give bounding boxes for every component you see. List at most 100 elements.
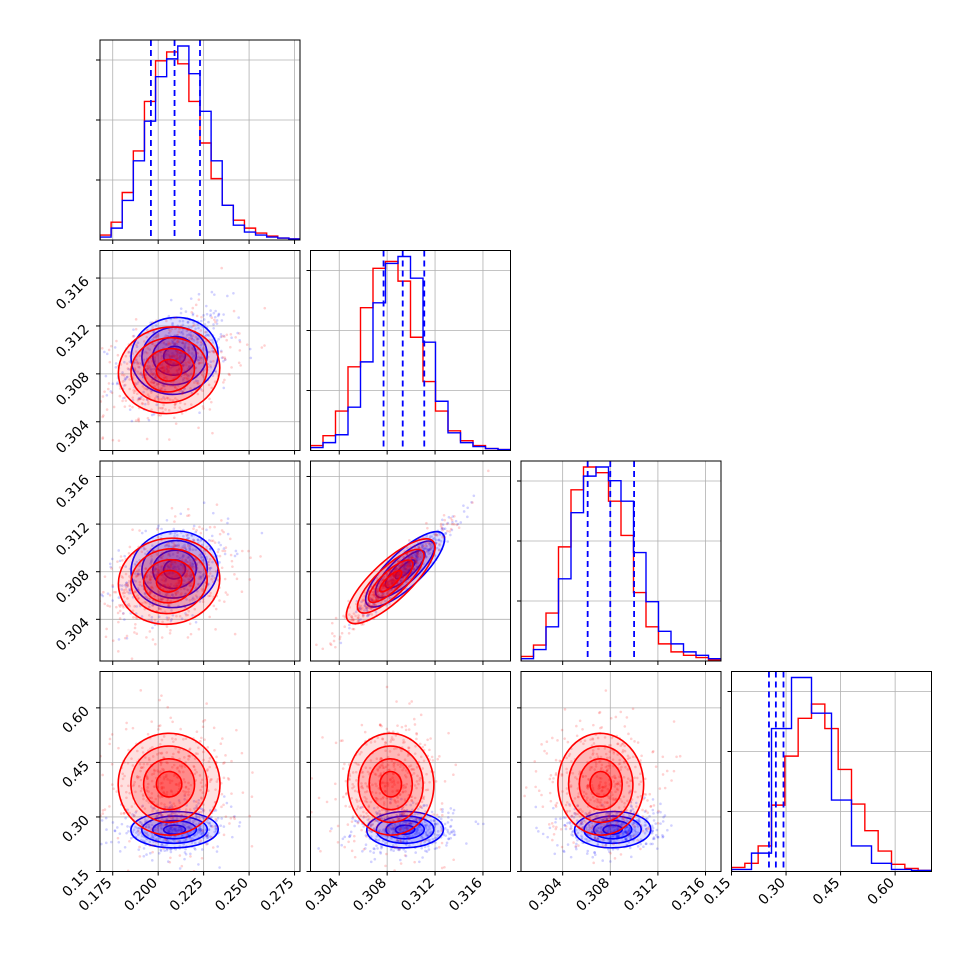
scatter-point [445,844,448,847]
scatter-point [167,830,171,833]
scatter-point [200,556,203,559]
scatter-point [206,842,209,846]
scatter-point [391,819,395,822]
scatter-point [151,373,155,376]
scatter-point [420,846,423,850]
scatter-point [101,594,105,598]
scatter-point [203,330,207,334]
scatter-point [199,575,203,578]
scatter-point [390,847,393,850]
scatter-point [365,604,369,608]
scatter-point [611,835,614,838]
scatter-point [226,517,230,520]
scatter-point [411,554,414,558]
scatter-point [210,290,214,294]
scatter-point [424,849,427,853]
scatter-point [392,763,395,766]
scatter-point [420,546,423,550]
scatter-point [439,522,443,526]
scatter-point [364,847,367,850]
scatter-point [210,815,213,819]
scatter-point [229,553,233,557]
scatter-point [421,767,424,770]
scatter-point [109,390,113,393]
scatter-point [380,763,383,767]
scatter-point [177,828,180,832]
scatter-point [232,291,235,295]
scatter-point [374,603,377,607]
scatter-point [434,780,438,783]
scatter-point [397,818,400,821]
density-fill [395,825,415,835]
scatter-point [153,344,157,348]
scatter-point [414,851,417,854]
scatter-point [201,589,205,593]
scatter-point [182,586,185,590]
scatter-point [356,805,360,808]
scatter-point [359,814,362,818]
density-fill [118,326,220,414]
scatter-point [377,838,380,842]
scatter-point [128,791,131,795]
scatter-point [148,844,152,847]
scatter-point [132,373,136,377]
scatter-point [381,586,385,590]
scatter-point [153,568,157,571]
histogram-step [310,260,511,451]
scatter-point [370,598,374,601]
scatter-point [220,805,223,809]
scatter-point [580,820,584,823]
scatter-point [360,623,363,626]
scatter-point [194,374,197,378]
scatter-point [186,588,190,592]
scatter-point [185,571,188,575]
scatter-point [171,720,174,724]
scatter-point [194,359,197,362]
scatter-point [427,825,431,828]
scatter-point [382,795,385,799]
scatter-point [397,575,400,578]
scatter-point [372,593,375,597]
scatter-point [142,797,145,801]
scatter-point [151,604,155,607]
scatter-point [360,784,364,788]
scatter-point [439,808,443,811]
scatter-point [199,788,202,792]
scatter-point [174,592,178,595]
scatter-point [121,558,124,562]
scatter-point [424,826,428,830]
scatter-point [401,784,405,788]
scatter-point [393,768,397,771]
scatter-point [196,382,200,385]
scatter-point [372,590,376,594]
scatter-point [173,343,176,346]
scatter-point [202,314,205,317]
scatter-point [390,780,393,784]
scatter-point [362,825,366,828]
scatter-point [127,784,130,788]
scatter-point [361,786,365,790]
scatter-point [202,758,205,762]
scatter-point [362,815,366,818]
scatter-point [156,569,160,572]
scatter-point [183,794,187,798]
scatter-point [183,346,186,349]
scatter-point [399,862,403,865]
scatter-point [177,372,180,376]
scatter-point [359,607,362,610]
scatter-point [201,829,205,832]
scatter-point [172,416,176,420]
scatter-point [126,825,129,828]
scatter-point [548,826,552,830]
scatter-point [151,843,155,847]
scatter-point [195,806,198,809]
scatter-point [385,781,388,785]
scatter-point [160,802,163,805]
scatter-point [196,831,200,834]
scatter-point [207,544,211,547]
scatter-point [169,384,172,388]
scatter-point [201,829,204,833]
scatter-point [158,350,162,354]
scatter-point [205,769,209,772]
scatter-point [649,842,653,846]
